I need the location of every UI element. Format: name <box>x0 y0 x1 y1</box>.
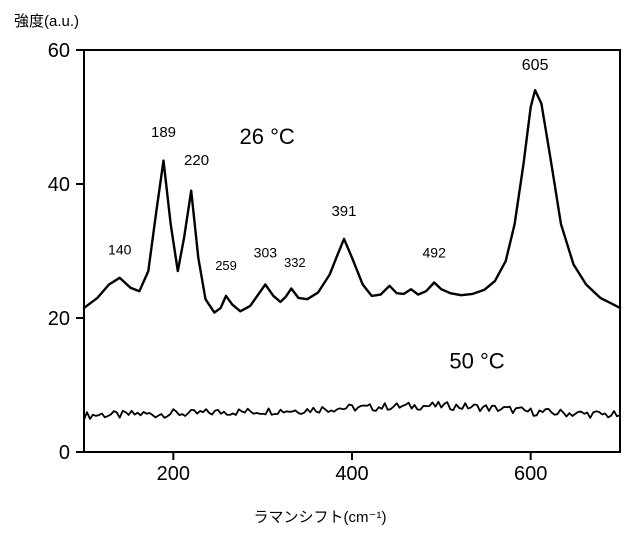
svg-text:332: 332 <box>284 255 306 270</box>
svg-text:26 °C: 26 °C <box>239 124 294 149</box>
svg-text:400: 400 <box>335 463 368 482</box>
svg-text:140: 140 <box>108 241 132 257</box>
svg-text:200: 200 <box>157 463 190 482</box>
x-axis-label: ラマンシフト(cm⁻¹) <box>0 506 640 527</box>
svg-text:492: 492 <box>423 245 447 261</box>
svg-text:20: 20 <box>48 308 70 330</box>
y-axis-label: 強度(a.u.) <box>14 10 79 31</box>
svg-text:220: 220 <box>184 152 209 169</box>
svg-text:40: 40 <box>48 174 70 196</box>
svg-text:600: 600 <box>514 463 547 482</box>
svg-text:189: 189 <box>151 124 176 141</box>
chart-page: 強度(a.u.) 200400600020406026 °C1401892202… <box>0 0 640 543</box>
svg-text:391: 391 <box>331 203 356 220</box>
svg-text:50 °C: 50 °C <box>449 348 504 373</box>
svg-text:605: 605 <box>522 57 549 74</box>
svg-text:303: 303 <box>254 245 278 261</box>
raman-spectrum-chart: 200 400 600 0 20 40 60 26 °C 140 189 220 259 303 332 3… <box>30 42 630 482</box>
svg-text:259: 259 <box>215 258 237 273</box>
svg-text:0: 0 <box>59 442 70 464</box>
svg-text:60: 60 <box>48 42 70 62</box>
